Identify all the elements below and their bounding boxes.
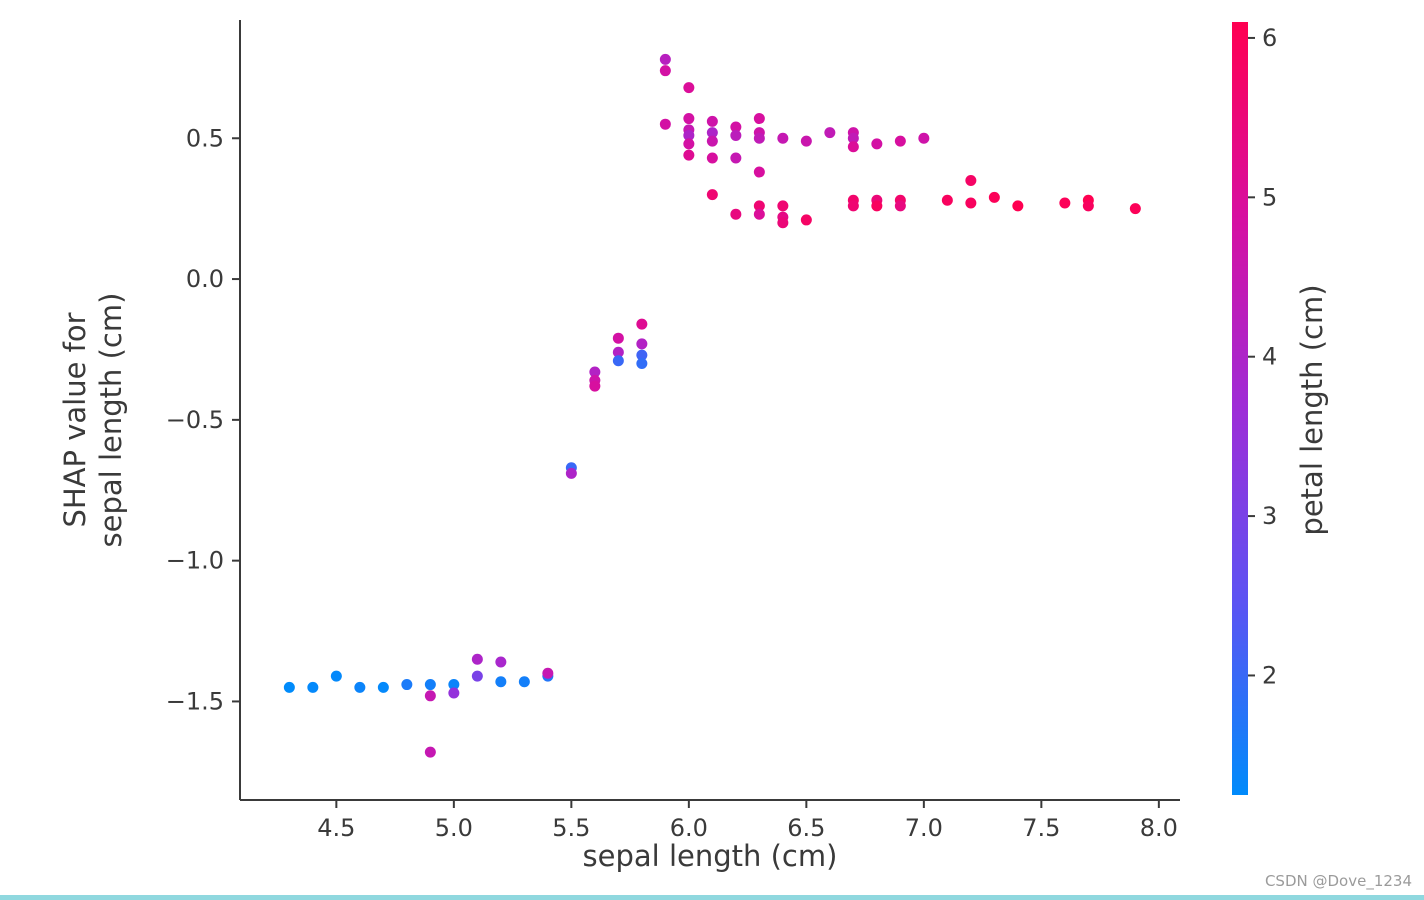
scatter-point	[706, 189, 718, 201]
scatter-point	[706, 127, 718, 139]
scatter-point	[753, 132, 765, 144]
scatter-point	[589, 380, 601, 392]
scatter-point	[800, 135, 812, 147]
scatter-point	[777, 132, 789, 144]
x-tick-label: 8.0	[1140, 814, 1178, 842]
scatter-point	[542, 667, 554, 679]
scatter-point	[753, 208, 765, 220]
colorbar-tick-label: 4	[1262, 343, 1277, 371]
scatter-point	[612, 332, 624, 344]
scatter-point	[777, 217, 789, 229]
scatter-point	[495, 676, 507, 688]
scatter-point	[401, 679, 413, 691]
scatter-point	[1059, 197, 1071, 209]
scatter-point	[354, 681, 366, 693]
scatter-point	[471, 653, 483, 665]
scatter-point	[612, 355, 624, 367]
scatter-point	[307, 681, 319, 693]
scatter-point	[965, 197, 977, 209]
scatter-point	[753, 113, 765, 125]
scatter-point	[448, 679, 460, 691]
y-tick-label: −1.0	[166, 547, 224, 575]
watermark: CSDN @Dove_1234	[1264, 872, 1412, 890]
scatter-point	[824, 127, 836, 139]
scatter-point	[1129, 203, 1141, 215]
colorbar-tick-label: 3	[1262, 502, 1277, 530]
x-tick-label: 7.0	[905, 814, 943, 842]
scatter-point	[424, 690, 436, 702]
scatter-point	[636, 358, 648, 370]
scatter-point	[683, 113, 695, 125]
y-tick-label: 0.0	[186, 265, 224, 293]
scatter-point	[753, 166, 765, 178]
scatter-point	[777, 200, 789, 212]
x-tick-label: 4.5	[317, 814, 355, 842]
scatter-point	[565, 467, 577, 479]
scatter-point	[636, 349, 648, 361]
y-axis-label: SHAP value for sepal length (cm)	[57, 293, 129, 548]
scatter-point	[1012, 200, 1024, 212]
scatter-point	[636, 318, 648, 330]
scatter-point	[941, 194, 953, 206]
x-tick-label: 6.5	[787, 814, 825, 842]
scatter-point	[894, 200, 906, 212]
scatter-point	[518, 676, 530, 688]
scatter-point	[706, 135, 718, 147]
scatter-point	[706, 115, 718, 127]
scatter-point	[683, 82, 695, 94]
y-tick-label: −1.5	[166, 687, 224, 715]
scatter-point	[847, 200, 859, 212]
scatter-point	[871, 138, 883, 150]
scatter-point	[589, 366, 601, 378]
scatter-point	[683, 149, 695, 161]
scatter-point	[495, 656, 507, 668]
scatter-point	[1082, 200, 1094, 212]
scatter-point	[965, 175, 977, 187]
y-axis-label-line2: sepal length (cm)	[94, 292, 128, 548]
scatter-point	[424, 679, 436, 691]
scatter-point	[871, 200, 883, 212]
scatter-point	[753, 200, 765, 212]
scatter-point	[330, 670, 342, 682]
bottom-strip	[0, 895, 1424, 900]
scatter-point	[988, 191, 1000, 203]
scatter-point	[448, 687, 460, 699]
scatter-point	[706, 152, 718, 164]
colorbar-tick-label: 5	[1262, 183, 1277, 211]
x-tick-label: 6.0	[670, 814, 708, 842]
scatter-point	[730, 129, 742, 141]
y-axis-label-line1: SHAP value for	[58, 312, 92, 528]
y-tick-label: −0.5	[166, 406, 224, 434]
scatter-point	[918, 132, 930, 144]
scatter-point	[659, 53, 671, 65]
scatter-point	[659, 118, 671, 130]
scatter-point	[894, 135, 906, 147]
scatter-point	[683, 129, 695, 141]
scatter-point	[683, 138, 695, 150]
x-tick-label: 5.5	[552, 814, 590, 842]
scatter-point	[730, 121, 742, 133]
scatter-point	[847, 141, 859, 153]
scatter-point	[424, 746, 436, 758]
x-tick-label: 7.5	[1022, 814, 1060, 842]
scatter-point	[636, 338, 648, 350]
colorbar-tick-label: 2	[1262, 661, 1277, 689]
scatter-point	[847, 132, 859, 144]
colorbar-tick-label: 6	[1262, 24, 1277, 52]
scatter-point	[283, 681, 295, 693]
scatter-point	[730, 152, 742, 164]
colorbar	[1232, 22, 1248, 795]
scatter-point	[659, 65, 671, 77]
x-tick-label: 5.0	[435, 814, 473, 842]
scatter-point	[800, 214, 812, 226]
y-tick-label: 0.5	[186, 124, 224, 152]
scatter-point	[730, 208, 742, 220]
scatter-point	[377, 681, 389, 693]
x-axis-label: sepal length (cm)	[582, 839, 838, 873]
scatter-point	[612, 346, 624, 358]
colorbar-label: petal length (cm)	[1295, 284, 1329, 536]
scatter-point	[471, 670, 483, 682]
